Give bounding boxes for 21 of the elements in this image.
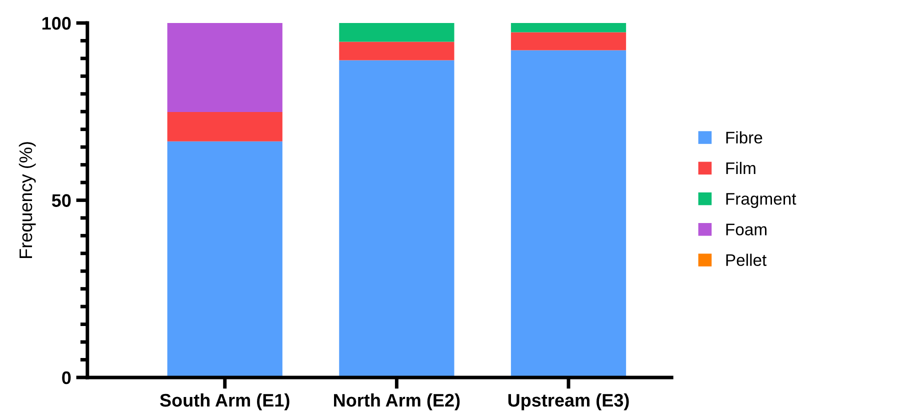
bar [510, 22, 626, 32]
legend-label: Foam [726, 224, 766, 236]
bar [167, 22, 282, 112]
bar [339, 22, 454, 42]
legend-label: Fibre [726, 131, 762, 144]
y-tick-label: 0 [62, 371, 71, 384]
x-tick-label: North Arm (E2) [334, 393, 460, 410]
bar [510, 32, 626, 50]
bar [167, 141, 282, 378]
x-tick-label: Upstream (E3) [508, 393, 629, 410]
y-tick-label: 100 [42, 16, 71, 30]
legend-label: Fragment [726, 193, 796, 208]
legend-label: Film [726, 162, 756, 174]
bar [339, 42, 454, 60]
bar [167, 112, 282, 142]
y-axis-title: Frequency (%) [18, 142, 36, 258]
y-tick-label: 50 [52, 194, 71, 207]
bar [510, 50, 626, 378]
bar [339, 60, 454, 378]
x-tick-label: South Arm (E1) [160, 393, 290, 410]
legend-label: Pellet [726, 254, 767, 266]
